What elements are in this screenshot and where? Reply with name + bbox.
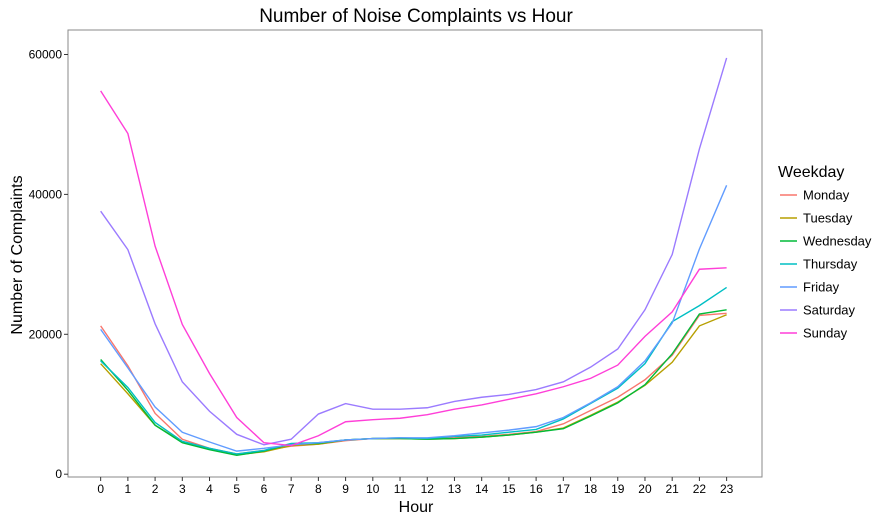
legend-title: Weekday bbox=[778, 164, 844, 181]
x-tick-label: 21 bbox=[666, 482, 680, 496]
x-axis: 0 1 2 3 4 5 6 7 8 9 10 11 12 13 14 15 16 17 18 19 20 21 22 23 bbox=[97, 477, 734, 496]
x-tick-label: 5 bbox=[233, 482, 240, 496]
x-tick-label: 12 bbox=[421, 482, 435, 496]
series-line-sunday bbox=[100, 90, 727, 447]
x-tick-label: 23 bbox=[720, 482, 734, 496]
y-axis-title: Number of Complaints bbox=[9, 175, 26, 334]
legend-label-friday: Friday bbox=[803, 280, 840, 295]
x-tick-label: 15 bbox=[502, 482, 516, 496]
x-tick-label: 9 bbox=[342, 482, 349, 496]
y-tick-label: 60000 bbox=[29, 47, 63, 61]
x-tick-label: 18 bbox=[584, 482, 598, 496]
series-line-friday bbox=[100, 185, 728, 452]
x-tick-label: 1 bbox=[125, 482, 132, 496]
x-tick-label: 16 bbox=[529, 482, 543, 496]
x-tick-label: 20 bbox=[638, 482, 652, 496]
x-tick-label: 17 bbox=[557, 482, 571, 496]
x-tick-label: 10 bbox=[366, 482, 380, 496]
legend: Weekday Monday Tuesday Wednesday Thursday Fr… bbox=[778, 164, 872, 341]
x-tick-label: 22 bbox=[693, 482, 707, 496]
x-tick-label: 13 bbox=[448, 482, 462, 496]
x-tick-label: 4 bbox=[206, 482, 213, 496]
x-tick-label: 19 bbox=[611, 482, 625, 496]
y-tick-label: 0 bbox=[55, 467, 62, 481]
legend-label-wednesday: Wednesday bbox=[803, 234, 872, 249]
y-tick-label: 40000 bbox=[29, 187, 63, 201]
series-layer bbox=[100, 57, 728, 457]
chart-title: Number of Noise Complaints vs Hour bbox=[259, 6, 573, 27]
plot-panel bbox=[67, 29, 763, 478]
legend-label-tuesday: Tuesday bbox=[803, 211, 853, 226]
legend-label-saturday: Saturday bbox=[803, 303, 856, 318]
x-tick-label: 3 bbox=[179, 482, 186, 496]
x-tick-label: 6 bbox=[261, 482, 268, 496]
x-tick-label: 0 bbox=[97, 482, 104, 496]
legend-label-sunday: Sunday bbox=[803, 326, 848, 341]
y-axis: 0 20000 40000 60000 bbox=[29, 47, 68, 481]
y-tick-label: 20000 bbox=[29, 327, 63, 341]
x-tick-label: 7 bbox=[288, 482, 295, 496]
series-line-saturday bbox=[100, 57, 728, 446]
x-tick-label: 14 bbox=[475, 482, 489, 496]
x-axis-title: Hour bbox=[399, 499, 434, 516]
x-tick-label: 2 bbox=[152, 482, 159, 496]
legend-label-thursday: Thursday bbox=[803, 257, 858, 272]
legend-label-monday: Monday bbox=[803, 188, 850, 203]
x-tick-label: 8 bbox=[315, 482, 322, 496]
x-tick-label: 11 bbox=[394, 482, 407, 496]
